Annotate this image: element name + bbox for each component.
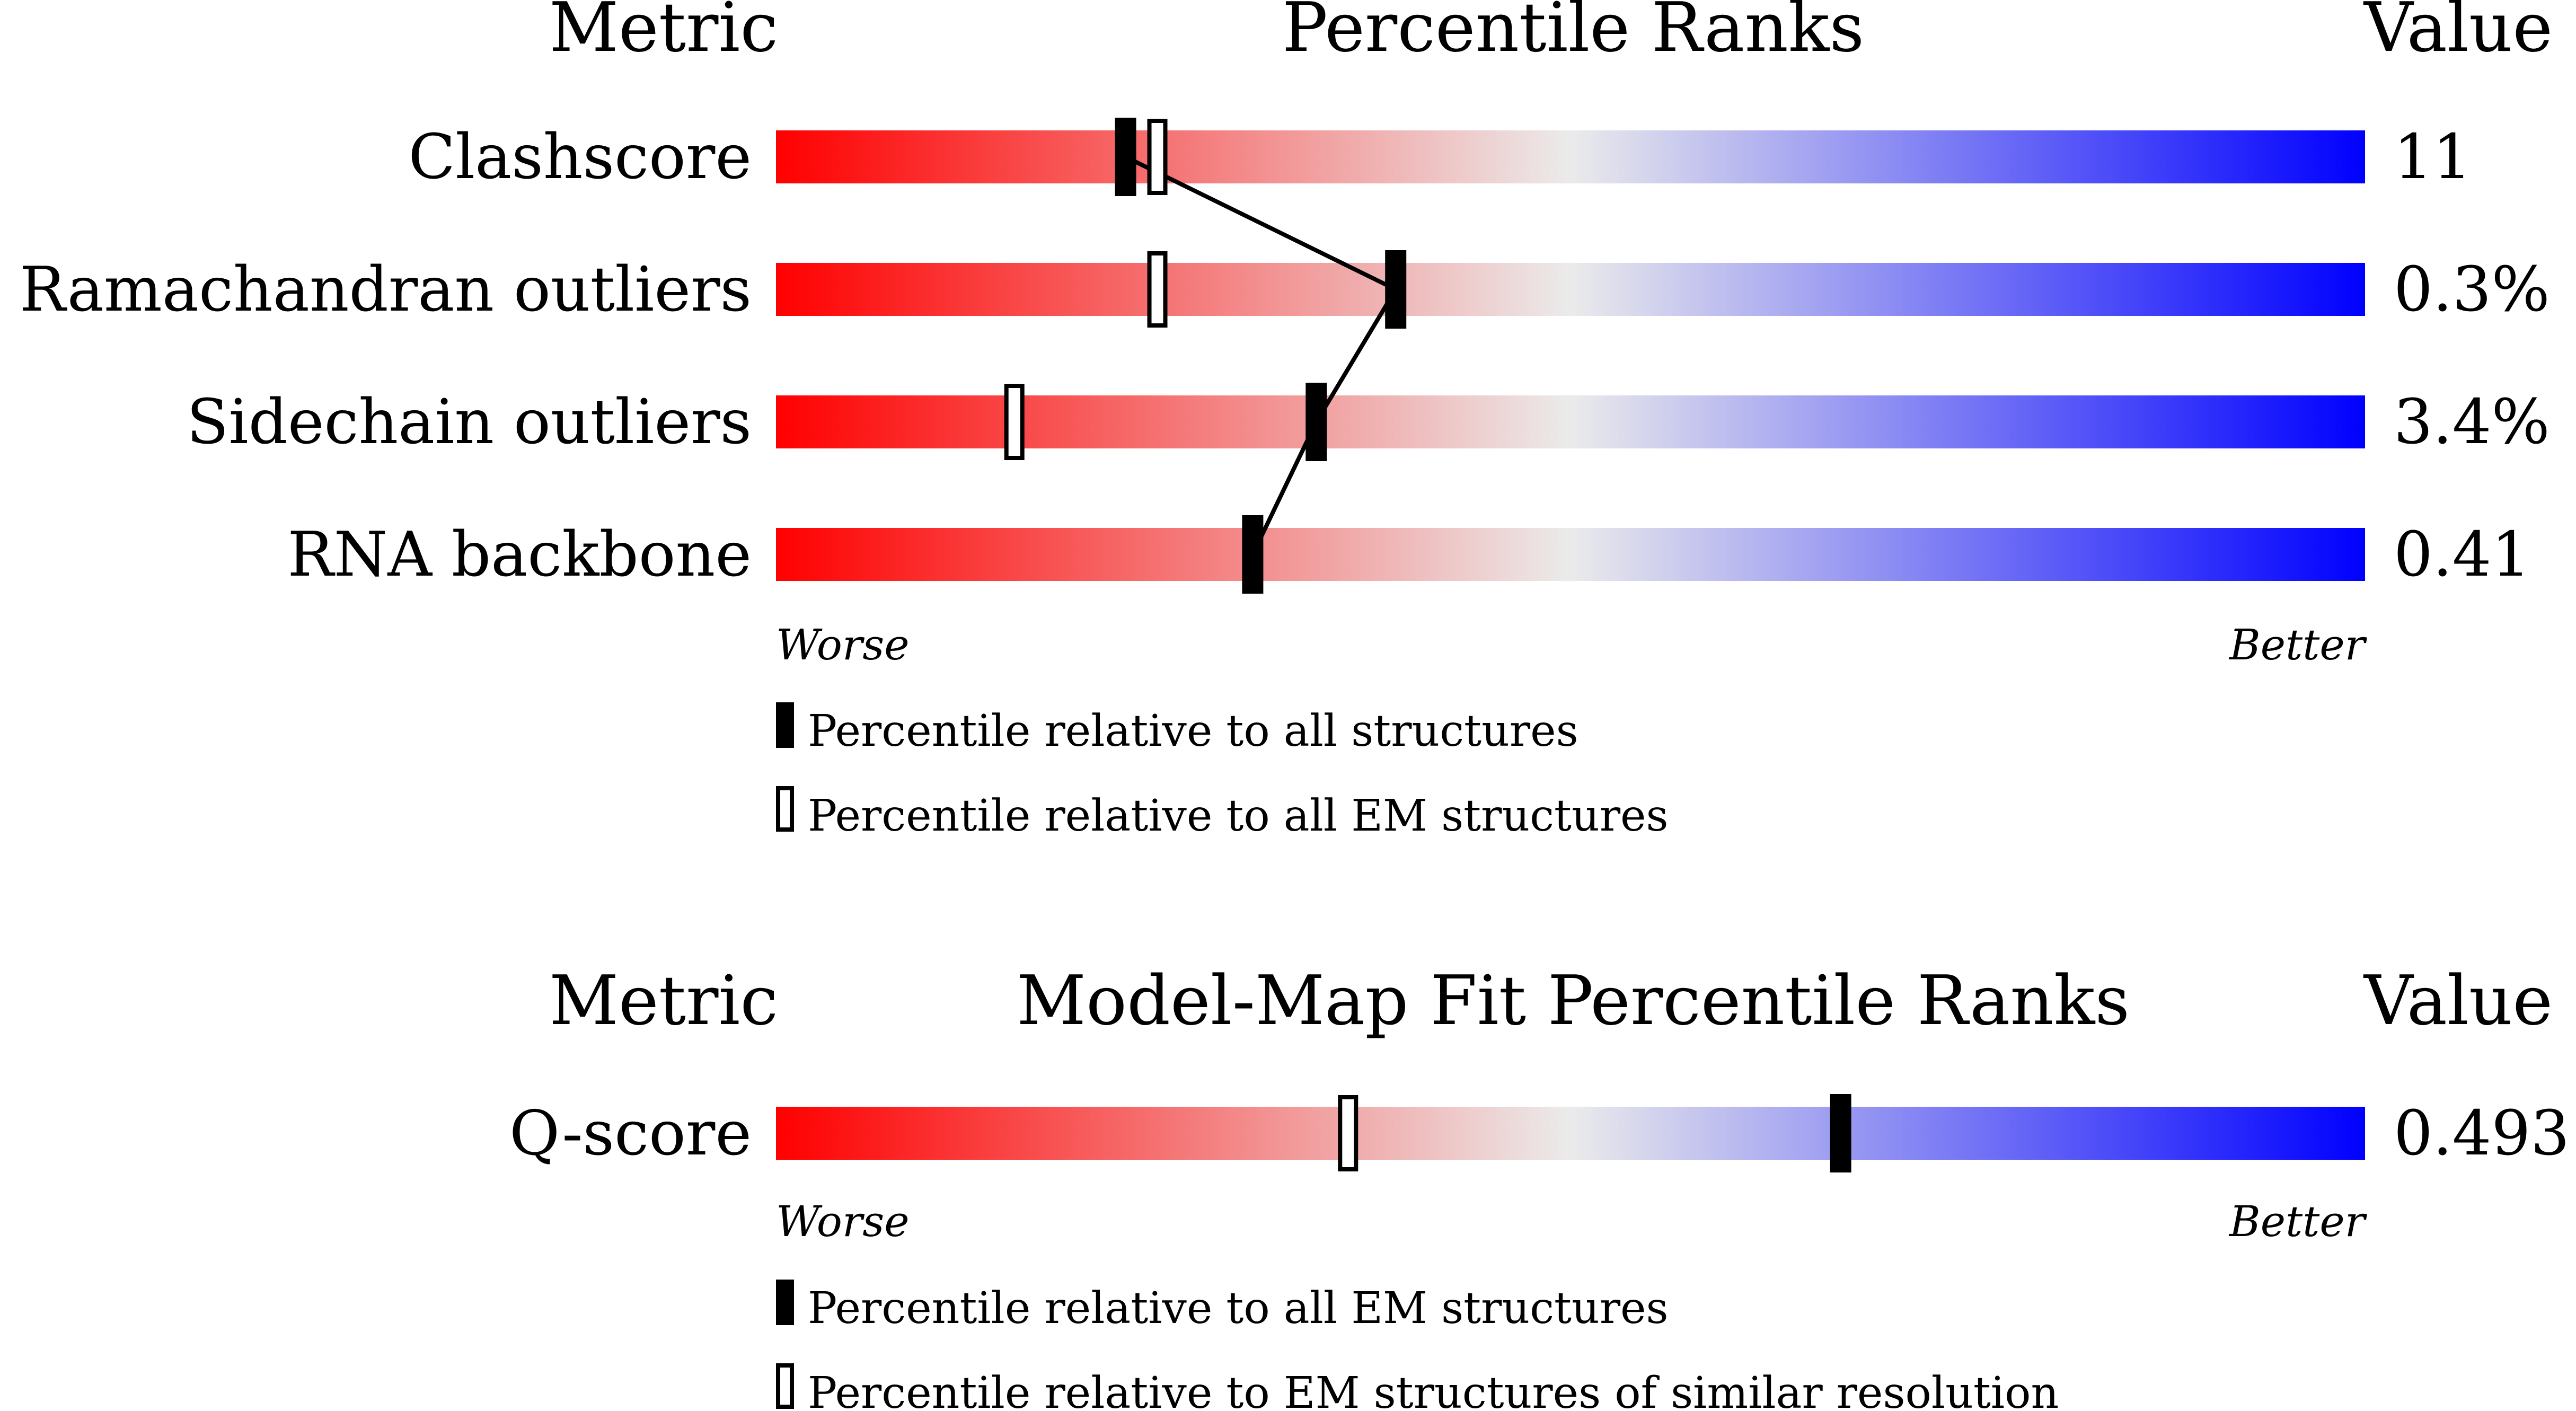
percentile-bar <box>776 1107 2365 1160</box>
metric-label: RNA backbone <box>287 519 752 590</box>
filled-percentile-marker <box>1385 250 1407 329</box>
open-percentile-marker <box>1004 384 1025 460</box>
chart-title: Percentile Ranks <box>1282 0 1864 67</box>
legend-filled-text: Percentile relative to all structures <box>808 706 1578 756</box>
legend-open-marker <box>776 786 794 832</box>
metric-value: 0.3% <box>2394 254 2550 325</box>
filled-percentile-marker <box>1830 1094 1851 1172</box>
metric-header: Metric <box>549 962 778 1040</box>
metric-value: 0.493 <box>2394 1098 2570 1169</box>
chart-title: Model-Map Fit Percentile Ranks <box>1017 962 2130 1040</box>
value-header: Value <box>2363 0 2553 67</box>
value-header: Value <box>2363 962 2553 1040</box>
percentile-bar <box>776 263 2365 316</box>
open-percentile-marker <box>1147 251 1168 328</box>
open-percentile-marker <box>1147 119 1168 195</box>
metric-label: Ramachandran outliers <box>20 254 752 325</box>
filled-percentile-marker <box>1242 515 1264 594</box>
worse-label: Worse <box>776 1197 910 1246</box>
metric-label: Sidechain outliers <box>187 386 752 458</box>
panel-rows: Clashscore 11 Ramachandran outliers 0.3% Sid… <box>20 118 2550 594</box>
filled-percentile-marker <box>1115 118 1136 196</box>
better-label: Better <box>2228 1197 2368 1246</box>
filled-percentile-marker <box>1305 383 1327 461</box>
legend-filled-marker <box>776 702 794 748</box>
legend-open-text: Percentile relative to all EM structures <box>808 791 1669 841</box>
panel-rows: Q-score 0.493 <box>509 1094 2570 1172</box>
legend-open-marker <box>776 1363 794 1409</box>
legend-open-text: Percentile relative to EM structures of … <box>808 1368 2059 1411</box>
legend-filled-marker <box>776 1280 794 1325</box>
better-label: Better <box>2228 620 2368 669</box>
legend-filled-text: Percentile relative to all EM structures <box>808 1283 1669 1334</box>
percentile-bar <box>776 130 2365 183</box>
metric-header: Metric <box>549 0 778 67</box>
metric-label: Clashscore <box>408 121 752 193</box>
percentile-bar <box>776 395 2365 448</box>
percentile-bar <box>776 528 2365 581</box>
metric-value: 11 <box>2394 121 2472 193</box>
worse-label: Worse <box>776 620 910 669</box>
metric-value: 0.41 <box>2394 519 2530 590</box>
filled-marker-connector <box>1124 155 1399 555</box>
metric-value: 3.4% <box>2394 386 2550 458</box>
open-percentile-marker <box>1338 1095 1358 1171</box>
metric-label: Q-score <box>509 1098 752 1169</box>
